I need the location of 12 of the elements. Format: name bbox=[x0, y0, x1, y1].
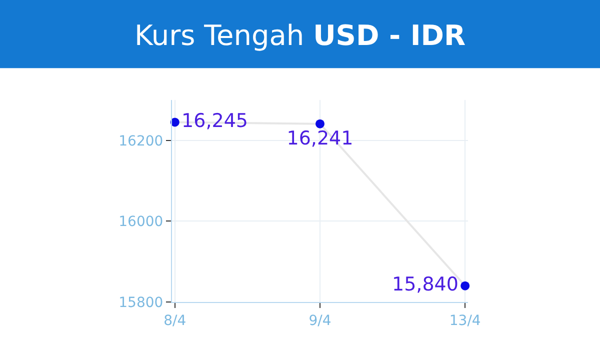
data-label: 15,840 bbox=[392, 274, 458, 296]
point bbox=[316, 119, 324, 128]
data-label: 16,241 bbox=[286, 128, 354, 150]
y-tick-label: 16000 bbox=[118, 214, 164, 230]
x-tick-label: 8/4 bbox=[164, 312, 186, 329]
point bbox=[460, 281, 470, 290]
y-tick-label: 15800 bbox=[118, 294, 164, 311]
y-tick-label: 16200 bbox=[118, 133, 164, 150]
data-label: 16,245 bbox=[182, 110, 248, 132]
x-tick-label: 9/4 bbox=[308, 312, 332, 329]
x-tick-label: 13/4 bbox=[449, 312, 481, 329]
chart-title: Kurs Tengah USD - IDR bbox=[134, 18, 466, 52]
